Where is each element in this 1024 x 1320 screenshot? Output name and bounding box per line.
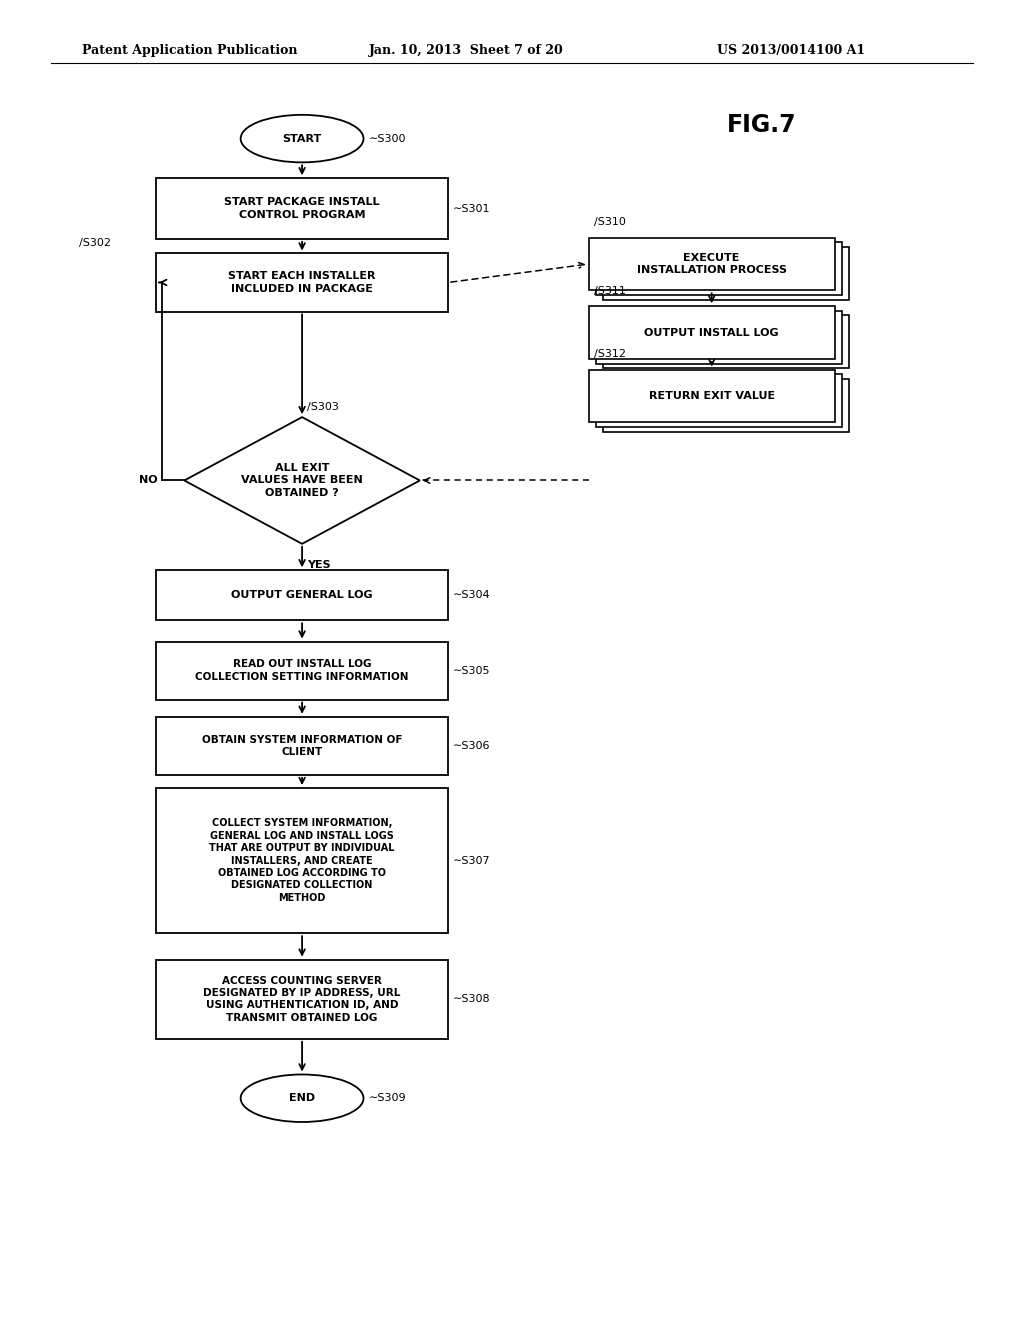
Text: ∼S308: ∼S308 — [453, 994, 490, 1005]
Text: ∕S303: ∕S303 — [307, 401, 339, 412]
Bar — [156, 570, 449, 620]
Text: ∼S305: ∼S305 — [453, 665, 490, 676]
Text: OUTPUT INSTALL LOG: OUTPUT INSTALL LOG — [644, 327, 779, 338]
Text: ∼S309: ∼S309 — [369, 1093, 407, 1104]
Text: END: END — [289, 1093, 315, 1104]
Bar — [156, 717, 449, 775]
Text: START PACKAGE INSTALL
CONTROL PROGRAM: START PACKAGE INSTALL CONTROL PROGRAM — [224, 198, 380, 219]
Text: EXECUTE
INSTALLATION PROCESS: EXECUTE INSTALLATION PROCESS — [637, 253, 786, 275]
Text: ∼S307: ∼S307 — [453, 855, 490, 866]
Text: ALL EXIT
VALUES HAVE BEEN
OBTAINED ?: ALL EXIT VALUES HAVE BEEN OBTAINED ? — [242, 463, 362, 498]
Text: Jan. 10, 2013  Sheet 7 of 20: Jan. 10, 2013 Sheet 7 of 20 — [369, 44, 563, 57]
Bar — [156, 788, 449, 933]
Bar — [156, 960, 449, 1039]
Bar — [603, 315, 849, 368]
Bar — [596, 243, 842, 296]
Text: OBTAIN SYSTEM INFORMATION OF
CLIENT: OBTAIN SYSTEM INFORMATION OF CLIENT — [202, 735, 402, 756]
Text: COLLECT SYSTEM INFORMATION,
GENERAL LOG AND INSTALL LOGS
THAT ARE OUTPUT BY INDI: COLLECT SYSTEM INFORMATION, GENERAL LOG … — [209, 818, 395, 903]
Text: ∼S301: ∼S301 — [453, 203, 490, 214]
Bar — [603, 247, 849, 300]
Text: START: START — [283, 133, 322, 144]
Bar — [589, 238, 835, 290]
Bar — [603, 379, 849, 432]
Text: FIG.7: FIG.7 — [727, 114, 797, 137]
Bar — [156, 178, 449, 239]
Text: Patent Application Publication: Patent Application Publication — [82, 44, 297, 57]
Text: ∕S312: ∕S312 — [594, 350, 626, 359]
Bar — [156, 253, 449, 312]
Text: OUTPUT GENERAL LOG: OUTPUT GENERAL LOG — [231, 590, 373, 601]
Text: ∕S302: ∕S302 — [79, 238, 112, 248]
Text: ∕S310: ∕S310 — [594, 218, 626, 227]
Text: ∕S311: ∕S311 — [594, 286, 626, 296]
Text: ∼S300: ∼S300 — [369, 133, 407, 144]
Text: START EACH INSTALLER
INCLUDED IN PACKAGE: START EACH INSTALLER INCLUDED IN PACKAGE — [228, 272, 376, 293]
Text: RETURN EXIT VALUE: RETURN EXIT VALUE — [648, 391, 775, 401]
Text: ∼S304: ∼S304 — [453, 590, 490, 601]
Bar — [596, 310, 842, 363]
Text: ACCESS COUNTING SERVER
DESIGNATED BY IP ADDRESS, URL
USING AUTHENTICATION ID, AN: ACCESS COUNTING SERVER DESIGNATED BY IP … — [204, 975, 400, 1023]
Bar — [589, 370, 835, 422]
Text: US 2013/0014100 A1: US 2013/0014100 A1 — [717, 44, 865, 57]
Text: READ OUT INSTALL LOG
COLLECTION SETTING INFORMATION: READ OUT INSTALL LOG COLLECTION SETTING … — [196, 660, 409, 681]
Text: ∼S306: ∼S306 — [453, 741, 490, 751]
Bar — [596, 375, 842, 428]
Text: NO: NO — [139, 475, 158, 486]
Bar — [156, 642, 449, 700]
Bar — [589, 306, 835, 359]
Text: YES: YES — [307, 560, 331, 570]
